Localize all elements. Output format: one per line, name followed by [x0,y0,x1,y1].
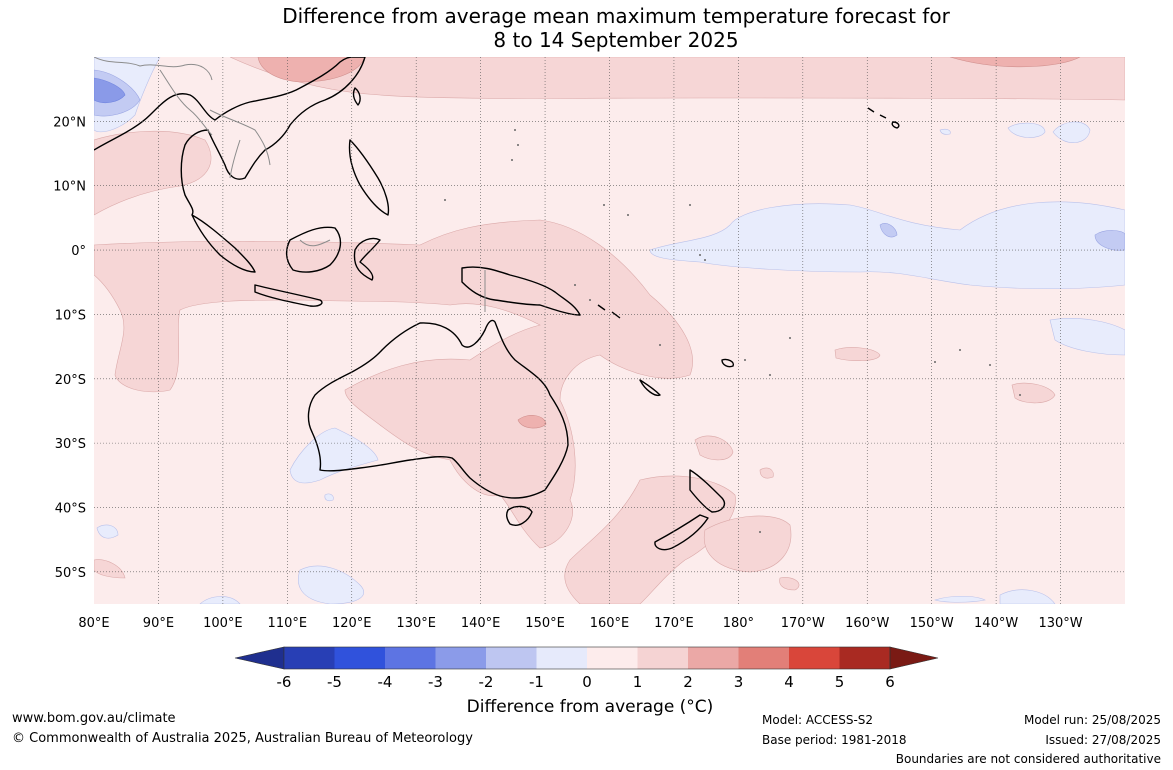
colorbar-swatch [334,647,385,669]
footer-model: Model: ACCESS-S2 [762,713,874,727]
latitude-labels: 20°N 10°N 0° 10°S 20°S 30°S 40°S 50°S [53,115,86,580]
footer-model-run: Model run: 25/08/2025 [1023,713,1161,727]
colorbar-swatch [435,647,486,669]
longitude-label: 110°E [268,616,308,631]
latitude-label: 50°S [55,566,86,581]
colorbar-tick-label: -5 [327,673,342,691]
colorbar-tick-label: 2 [683,673,693,691]
longitude-label: 170°E [654,616,694,631]
colorbar-tick-label: -6 [277,673,292,691]
map-title: Difference from average mean maximum tem… [0,4,1173,52]
colorbar-arrow-low [234,646,285,670]
latitude-label: 20°S [55,373,86,388]
longitude-label: 180° [723,616,754,631]
colorbar-tick-label: 0 [582,673,592,691]
colorbar-swatch [637,647,688,669]
longitude-label: 150°W [910,616,954,631]
colorbar-swatch [486,647,537,669]
map-title-line1: Difference from average mean maximum tem… [282,4,950,28]
footer-boundaries-note: Boundaries are not considered authoritat… [895,752,1161,766]
longitude-label: 140°W [974,616,1018,631]
colorbar-tick-label: -2 [479,673,494,691]
colorbar-tick-label: -3 [428,673,443,691]
small-islands [444,129,1021,533]
gridlines [94,57,1125,604]
latitude-label: 30°S [55,437,86,452]
latitude-label: 40°S [55,501,86,516]
longitude-label: 130°E [396,616,436,631]
footer-website: www.bom.gov.au/climate [12,711,176,726]
colorbar-swatch [738,647,789,669]
longitude-label: 140°E [461,616,501,631]
anomaly-shading [94,57,1125,604]
colorbar-swatch [385,647,436,669]
longitude-label: 80°E [78,616,109,631]
colorbar-swatch [587,647,638,669]
colorbar-tick-label: 6 [885,673,895,691]
latitude-label: 10°N [53,180,86,195]
latitude-label: 0° [71,244,86,259]
footer-copyright: © Commonwealth of Australia 2025, Austra… [12,731,473,746]
colorbar-outline [283,646,891,670]
latitude-label: 20°N [53,115,86,130]
footer-base-period: Base period: 1981-2018 [762,733,907,747]
colorbar-swatch [688,647,739,669]
longitude-label: 150°E [525,616,565,631]
colorbar-arrow-high [889,646,939,670]
colorbar-tick-label: -1 [529,673,544,691]
longitude-label: 120°E [332,616,372,631]
colorbar-tick-label: 5 [835,673,845,691]
colorbar-tick-label: 3 [734,673,744,691]
colorbar [234,646,939,670]
country-boundaries [94,57,486,312]
colorbar-tick-label: -4 [378,673,393,691]
colorbar-swatch [284,647,335,669]
longitude-labels: 80°E 90°E 100°E 110°E 120°E 130°E 140°E 150°E 16… [78,616,1082,631]
colorbar-tick-label: 1 [633,673,643,691]
colorbar-tick-label: 4 [784,673,794,691]
coastlines [94,57,900,551]
colorbar-swatch [536,647,587,669]
longitude-label: 100°E [203,616,243,631]
longitude-label: 130°W [1038,616,1082,631]
longitude-label: 90°E [143,616,174,631]
map-title-line2: 8 to 14 September 2025 [493,28,739,52]
longitude-label: 170°W [781,616,825,631]
latitude-label: 10°S [55,308,86,323]
colorbar-swatch [789,647,840,669]
colorbar-label: Difference from average (°C) [466,697,714,717]
footer-issued: Issued: 27/08/2025 [1045,733,1161,747]
longitude-label: 160°W [845,616,889,631]
longitude-label: 160°E [590,616,630,631]
colorbar-ticks: -6 -5 -4 -3 -2 -1 0 1 2 3 4 5 6 [277,673,895,691]
colorbar-swatch [839,647,890,669]
